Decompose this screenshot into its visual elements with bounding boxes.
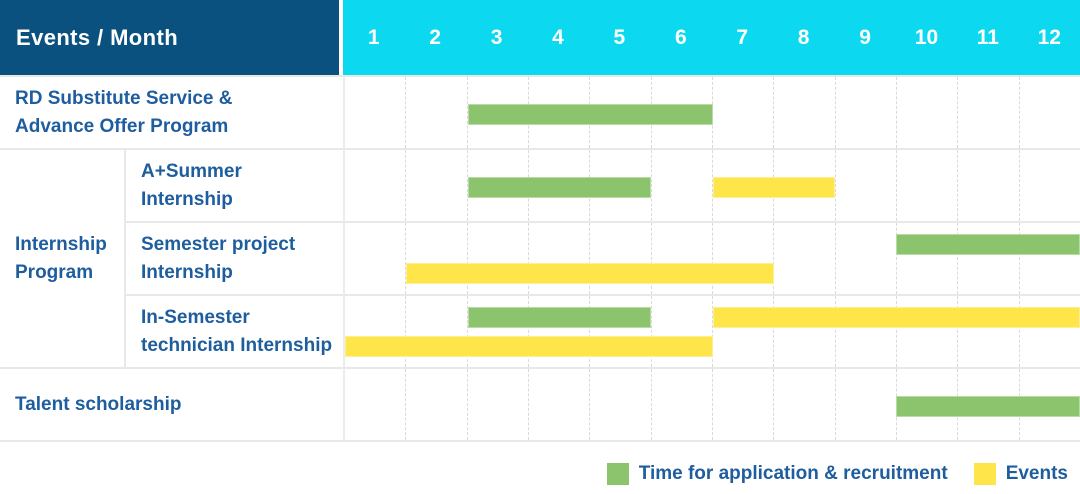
grid-cell bbox=[405, 150, 466, 221]
grid-cell bbox=[466, 77, 528, 148]
row-label: A+Summer Internship bbox=[124, 148, 343, 221]
month-header-3: 3 bbox=[465, 0, 528, 75]
row-label: RD Substitute Service & Advance Offer Pr… bbox=[0, 75, 343, 148]
month-header-6: 6 bbox=[650, 0, 712, 75]
month-header-9: 9 bbox=[834, 0, 896, 75]
legend-item-application-recruitment: Time for application & recruitment bbox=[606, 463, 948, 485]
gantt-lane bbox=[343, 367, 1080, 440]
grid-cell bbox=[773, 77, 834, 148]
grid-cell bbox=[650, 369, 712, 440]
grid-cell bbox=[405, 77, 466, 148]
grid-cell bbox=[1018, 150, 1080, 221]
grid-cell bbox=[345, 150, 405, 221]
grid-cell bbox=[957, 77, 1018, 148]
grid-cell bbox=[834, 369, 896, 440]
grid-cell bbox=[589, 296, 650, 367]
group-label: Internship Program bbox=[0, 148, 124, 367]
row-label: Talent scholarship bbox=[0, 367, 343, 440]
grid-cell bbox=[1018, 223, 1080, 294]
month-header-5: 5 bbox=[588, 0, 651, 75]
gantt-bar-green bbox=[467, 177, 652, 198]
grid-cell bbox=[895, 150, 957, 221]
gantt-lane bbox=[343, 221, 1080, 294]
legend: Time for application & recruitment Event… bbox=[0, 463, 1080, 485]
grid-cell bbox=[527, 296, 589, 367]
grid-cell bbox=[711, 369, 773, 440]
gantt-bar-green bbox=[896, 234, 1080, 255]
legend-item-events: Events bbox=[973, 463, 1068, 485]
grid-cell bbox=[711, 223, 773, 294]
grid-cell bbox=[711, 150, 773, 221]
grid-cell bbox=[895, 77, 957, 148]
grid-cell bbox=[1018, 296, 1080, 367]
grid-cell bbox=[466, 296, 528, 367]
legend-swatch-green bbox=[606, 463, 629, 485]
gantt-bar-yellow bbox=[712, 177, 835, 198]
gantt-bar-yellow bbox=[712, 307, 1080, 328]
grid-cell bbox=[957, 150, 1018, 221]
gantt-table: Events / Month 1 2 3 4 5 6 7 8 9 10 11 12 RD Substit… bbox=[0, 0, 1080, 442]
grid-cell bbox=[405, 223, 466, 294]
gantt-bar-yellow bbox=[406, 263, 774, 284]
grid-cell bbox=[834, 296, 896, 367]
month-header-12: 12 bbox=[1018, 0, 1080, 75]
month-header-10: 10 bbox=[895, 0, 958, 75]
grid-cell bbox=[466, 369, 528, 440]
gantt-lane bbox=[343, 148, 1080, 221]
legend-swatch-yellow bbox=[973, 463, 996, 485]
grid-cell bbox=[1018, 77, 1080, 148]
grid-cell bbox=[834, 77, 896, 148]
grid-cell bbox=[466, 150, 528, 221]
grid-cell bbox=[589, 369, 650, 440]
legend-label: Events bbox=[1005, 463, 1068, 484]
grid-cell bbox=[895, 296, 957, 367]
grid-cell bbox=[527, 369, 589, 440]
grid-cell bbox=[589, 223, 650, 294]
grid-cell bbox=[773, 296, 834, 367]
grid-cell bbox=[527, 223, 589, 294]
grid-cell bbox=[773, 223, 834, 294]
month-header-7: 7 bbox=[711, 0, 773, 75]
grid-cell bbox=[345, 223, 405, 294]
grid-cell bbox=[957, 296, 1018, 367]
grid-cell bbox=[834, 223, 896, 294]
grid-cell bbox=[711, 77, 773, 148]
month-header-1: 1 bbox=[343, 0, 405, 75]
grid-cell bbox=[345, 369, 405, 440]
grid-cell bbox=[466, 223, 528, 294]
grid-cell bbox=[405, 296, 466, 367]
grid-cell bbox=[650, 296, 712, 367]
month-header-2: 2 bbox=[404, 0, 466, 75]
grid-cell bbox=[650, 223, 712, 294]
month-header-11: 11 bbox=[957, 0, 1019, 75]
gantt-lane bbox=[343, 294, 1080, 367]
grid-cell bbox=[957, 223, 1018, 294]
gantt-bar-green bbox=[467, 307, 652, 328]
grid-cell bbox=[345, 77, 405, 148]
grid-cell bbox=[773, 369, 834, 440]
grid-cell bbox=[711, 296, 773, 367]
grid-cell bbox=[650, 150, 712, 221]
gantt-lane bbox=[343, 75, 1080, 148]
row-label: In-Semester technician Internship bbox=[124, 294, 343, 367]
table-header-title: Events / Month bbox=[0, 0, 343, 75]
grid-cell bbox=[895, 223, 957, 294]
month-header-8: 8 bbox=[772, 0, 835, 75]
grid-cell bbox=[834, 150, 896, 221]
table-header-title-text: Events / Month bbox=[16, 24, 179, 50]
legend-label: Time for application & recruitment bbox=[638, 463, 948, 484]
month-header-4: 4 bbox=[527, 0, 589, 75]
gantt-bar-green bbox=[467, 104, 713, 125]
gantt-bar-yellow bbox=[345, 336, 713, 357]
gantt-bar-green bbox=[896, 396, 1080, 417]
grid-cell bbox=[405, 369, 466, 440]
row-label: Semester project Internship bbox=[124, 221, 343, 294]
